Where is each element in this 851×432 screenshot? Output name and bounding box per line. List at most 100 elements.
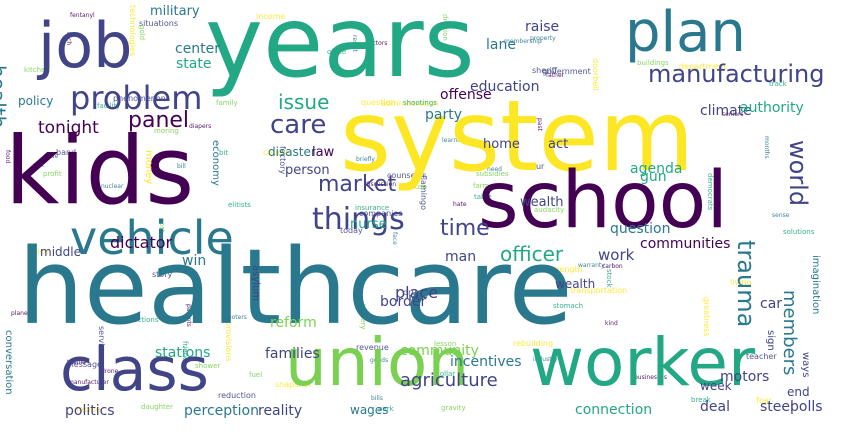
word-message: message <box>66 360 102 369</box>
word-politics: politics <box>65 403 115 419</box>
word-work: work <box>598 246 635 264</box>
word-deal: deal <box>700 399 730 415</box>
word-sign: sign <box>765 330 776 351</box>
word-communities: communities <box>640 236 731 252</box>
word-world: world <box>784 140 812 207</box>
word-policy: policy <box>18 94 54 108</box>
word-bit: bit <box>219 149 229 157</box>
word-carbon: carbon <box>602 263 623 270</box>
word-members: members <box>779 290 800 376</box>
word-shootings: shootings <box>403 99 437 107</box>
word-plan: plan <box>625 0 746 65</box>
word-kitchen: kitchen <box>24 66 50 74</box>
word-end: end <box>787 385 810 399</box>
word-party: party <box>425 107 462 123</box>
word-middle: middle <box>40 245 81 259</box>
word-care: care <box>270 110 327 140</box>
word-trauma: trauma <box>732 240 760 328</box>
word-gun: gun <box>640 169 667 185</box>
word-break: break <box>691 396 711 404</box>
word-solutions: solutions <box>783 228 815 236</box>
word-living: living <box>730 278 752 287</box>
word-planes: planes <box>11 310 31 317</box>
word-lesson: lesson <box>434 340 457 348</box>
word-officer: officer <box>500 242 564 266</box>
word-question: question <box>610 221 671 237</box>
word-class: class <box>60 335 209 405</box>
word-person: person <box>285 163 330 178</box>
word-shower: shower <box>195 362 221 370</box>
word-revenue: revenue <box>356 343 389 352</box>
word-table: table <box>474 193 492 201</box>
word-hour: hour <box>526 162 545 171</box>
word-voice: voice <box>28 247 50 256</box>
word-families: families <box>265 346 320 362</box>
word-school: school <box>478 156 729 246</box>
word-family: family <box>216 99 238 107</box>
word-recipe: recipe <box>76 405 101 414</box>
word-property: property <box>530 35 556 42</box>
word-drugs: drugs <box>403 288 426 297</box>
word-raise: raise <box>525 19 560 35</box>
word-story: story <box>152 270 173 279</box>
word-car: car <box>760 296 783 312</box>
word-kids: kids <box>5 117 195 226</box>
word-bills: bills <box>371 395 383 402</box>
word-worker: worker <box>530 324 756 401</box>
word-profit: profit <box>43 170 62 178</box>
word-nuclear: nuclear <box>101 183 124 190</box>
word-perception: perception <box>184 403 259 419</box>
word-office: office <box>327 48 347 56</box>
word-subsidies: subsidies <box>476 170 509 178</box>
word-learning: learning <box>442 137 467 144</box>
word-economy: economy <box>210 140 221 186</box>
word-rebuilding: rebuilding <box>513 339 554 348</box>
word-moring: moring <box>154 127 179 135</box>
word-phenomenon: phenomenon <box>113 94 166 103</box>
word-administration: administration <box>381 99 440 108</box>
word-things: things <box>312 202 405 237</box>
word-teacher: teacher <box>746 352 777 361</box>
word-collar: collar <box>436 370 456 378</box>
word-tonight: tonight <box>38 118 99 138</box>
word-polls: polls <box>790 399 823 415</box>
word-fentanyl: fentanyl <box>70 12 95 19</box>
word-counselor: counselor <box>387 171 426 180</box>
word-today: today <box>340 226 363 235</box>
word-membership: membership <box>504 38 542 45</box>
word-stock: stock <box>605 269 613 288</box>
word-state: state <box>176 56 212 72</box>
word-father: father <box>546 72 565 79</box>
word-place: place <box>395 283 439 302</box>
word-elections: elections <box>127 316 159 324</box>
word-connection: connection <box>575 402 653 418</box>
word-government: government <box>542 67 591 76</box>
word-motors: motors <box>720 369 770 385</box>
word-wealth: wealth <box>520 195 564 210</box>
word-band: band <box>56 148 77 157</box>
word-need: need <box>487 166 502 173</box>
word-years: years <box>205 0 475 100</box>
word-home: home <box>483 137 520 152</box>
word-reform: reform <box>270 315 317 331</box>
word-warranty: warranty <box>578 262 605 269</box>
word-seniors: seniors <box>722 111 744 118</box>
word-gravity: gravity <box>441 404 466 412</box>
word-nurse: nurse <box>350 217 387 232</box>
word-incentives: incentives <box>450 354 522 370</box>
word-sheriff: sheriff <box>532 66 558 75</box>
word-authority: authority <box>740 100 804 116</box>
word-fuel: fuel <box>249 371 263 379</box>
word-daughter: daughter <box>141 403 173 411</box>
word-reduction: reduction <box>218 391 256 400</box>
word-imagination: imagination <box>810 255 821 315</box>
word-win: win <box>182 253 207 269</box>
word-manufacturing: manufacturing <box>648 60 825 88</box>
word-elitists: elitists <box>228 201 251 209</box>
word-track: track <box>769 80 787 88</box>
word-money: money <box>143 150 154 185</box>
word-question: question <box>361 98 396 107</box>
word-education: education <box>470 79 540 95</box>
word-hate: hate <box>453 201 467 208</box>
word-doctors: doctors <box>365 40 388 47</box>
